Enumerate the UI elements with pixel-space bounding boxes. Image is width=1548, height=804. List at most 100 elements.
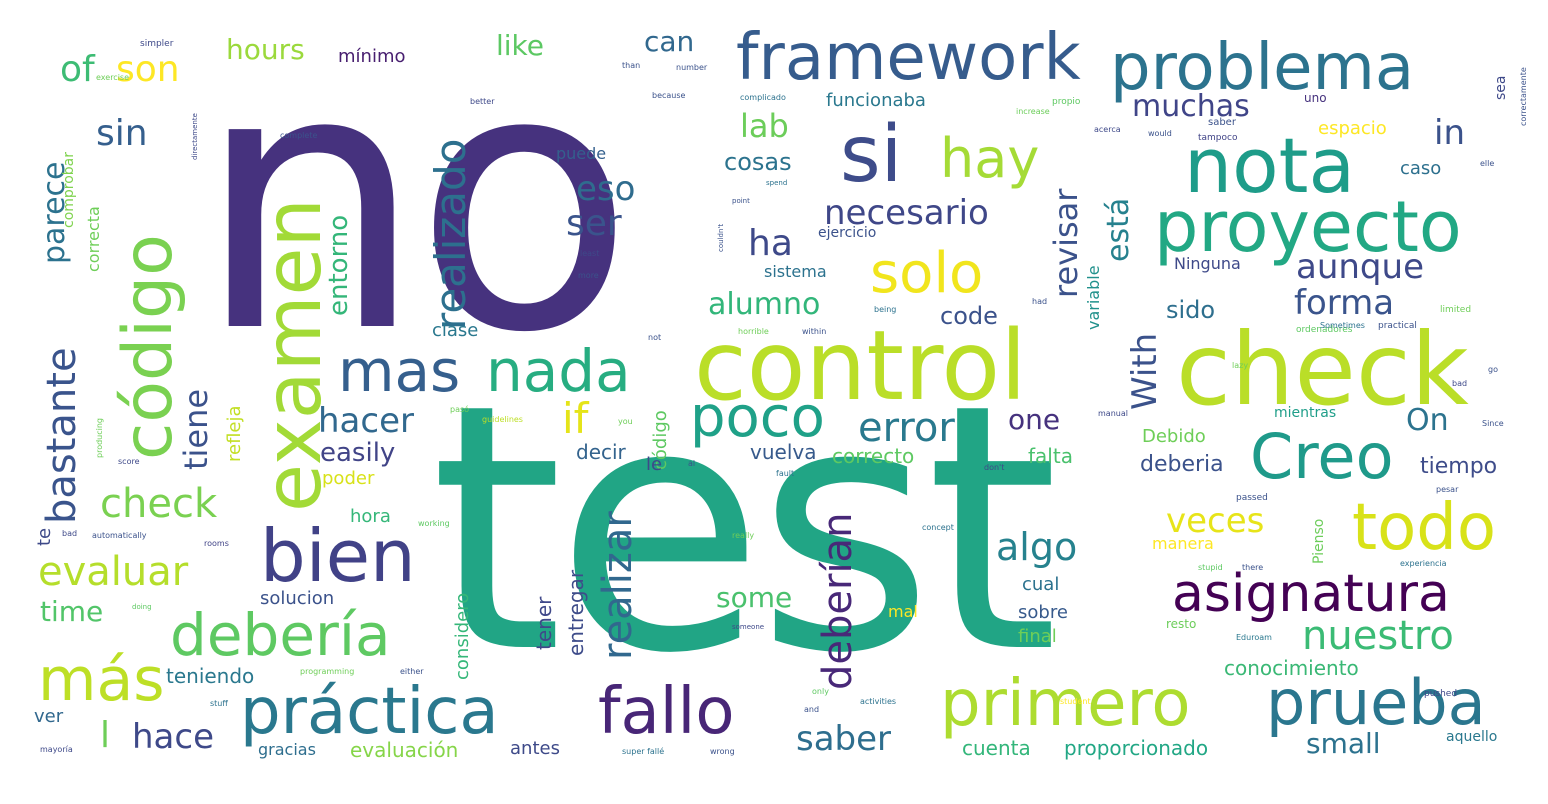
word-cual: cual <box>1022 574 1060 595</box>
word-like: like <box>496 29 545 62</box>
word-asignatura: asignatura <box>1172 564 1450 624</box>
word-error: error <box>858 405 955 451</box>
word-necesario: necesario <box>824 193 989 233</box>
word-increase: increase <box>1016 107 1050 116</box>
word-sido: sido <box>1166 296 1216 324</box>
word-aquello: aquello <box>1446 729 1498 745</box>
word-primero: primero <box>940 667 1191 741</box>
word-le: le <box>646 454 663 475</box>
word-revisar: revisar <box>1047 188 1085 298</box>
word-conocimiento: conocimiento <box>1224 656 1359 680</box>
word-veces: veces <box>1166 501 1265 541</box>
word-mas-accent: más <box>38 645 165 715</box>
word-deberia: debería <box>170 601 391 669</box>
word-alumno: alumno <box>708 287 821 322</box>
word-stuff: stuff <box>210 699 228 708</box>
word-poco: poco <box>690 385 825 450</box>
word-eso: eso <box>576 169 636 209</box>
word-hours: hours <box>226 33 305 66</box>
word-son: son <box>116 49 180 90</box>
word-there: there <box>1242 563 1264 572</box>
word-doing: doing <box>132 603 152 611</box>
word-super-falle: super fallé <box>622 747 665 756</box>
word-couldnt: couldn't <box>717 223 725 252</box>
word-cosas: cosas <box>724 148 792 176</box>
word-ver: ver <box>34 706 64 727</box>
word-wrong: wrong <box>710 747 735 756</box>
word-fallo: fallo <box>598 675 735 749</box>
word-number: number <box>676 63 708 72</box>
word-nota: nota <box>1184 121 1356 210</box>
word-automatically: automatically <box>92 531 147 540</box>
word-si: si <box>840 110 903 200</box>
word-refleja: refleja <box>224 405 245 462</box>
word-not: not <box>648 333 662 342</box>
word-bad-2: bad <box>1452 379 1468 388</box>
word-falta: falta <box>1028 444 1073 468</box>
word-sin: sin <box>96 113 148 154</box>
word-bien: bien <box>260 514 416 598</box>
word-correcta: correcta <box>84 206 103 272</box>
word-minimo: mínimo <box>338 46 406 67</box>
word-better: better <box>470 97 495 106</box>
word-problema: problema <box>1110 31 1415 105</box>
word-lazy: lazy <box>1232 361 1249 370</box>
word-aunque: aunque <box>1296 247 1424 287</box>
word-limited: limited <box>1440 305 1472 315</box>
word-practical: practical <box>1378 321 1417 331</box>
word-comprobar: comprobar <box>61 151 77 228</box>
word-ha: ha <box>748 223 793 264</box>
word-rooms: rooms <box>204 539 229 548</box>
word-entregar: entregar <box>564 569 588 656</box>
word-solo: solo <box>870 241 984 306</box>
word-Creo: Creo <box>1250 420 1394 493</box>
word-complicado: complicado <box>740 93 786 102</box>
word-working: working <box>418 519 450 528</box>
word-someone: someone <box>732 623 765 631</box>
word-Eduroam: Eduroam <box>1236 633 1272 642</box>
word-within: within <box>802 327 827 336</box>
word-student: student <box>1060 697 1091 706</box>
word-paso: pasó <box>450 405 470 414</box>
word-Pienso: Pienso <box>1311 518 1327 564</box>
word-tiempo: tiempo <box>1420 454 1498 479</box>
word-because: because <box>652 91 686 100</box>
word-mayoria: mayoría <box>40 745 73 754</box>
word-ejercicio: ejercicio <box>818 225 877 241</box>
word-espacio: espacio <box>1318 118 1387 139</box>
word-point: point <box>732 197 750 205</box>
word-really: really <box>732 531 755 540</box>
word-saber: saber <box>796 719 892 759</box>
word-some: some <box>716 581 793 614</box>
word-one: one <box>1008 403 1061 436</box>
word-and: and <box>804 705 820 714</box>
word-todo: todo <box>1352 491 1497 565</box>
word-puede: puede <box>556 144 607 163</box>
word-activities: activities <box>860 697 897 706</box>
word-manera: manera <box>1152 534 1214 553</box>
word-mal: mal <box>888 602 918 621</box>
word-tampoco: tampoco <box>1198 133 1238 143</box>
word-sistema: sistema <box>764 262 827 281</box>
word-entorno: entorno <box>324 214 354 316</box>
word-control: control <box>694 310 1027 422</box>
word-acerca: acerca <box>1094 125 1121 134</box>
word-funcionaba: funcionaba <box>826 90 926 111</box>
word-than: than <box>622 61 641 70</box>
word-poder: poder <box>322 468 375 489</box>
word-Debido: Debido <box>1142 426 1206 447</box>
word-elle: elle <box>1480 159 1495 168</box>
word-clase: clase <box>432 320 479 341</box>
word-On: On <box>1406 403 1449 438</box>
word-algo: algo <box>996 525 1078 569</box>
word-check: check <box>1176 311 1469 428</box>
word-bastante: bastante <box>39 347 85 524</box>
word-nuestro: nuestro <box>1302 613 1454 659</box>
word-solucion: solucion <box>260 588 335 609</box>
word-in: in <box>1434 113 1465 153</box>
word-you: you <box>618 417 633 426</box>
word-more: more <box>578 271 599 280</box>
word-mientras: mientras <box>1274 405 1337 421</box>
word-complete: complete <box>280 131 318 140</box>
word-evaluar: evaluar <box>38 549 189 595</box>
